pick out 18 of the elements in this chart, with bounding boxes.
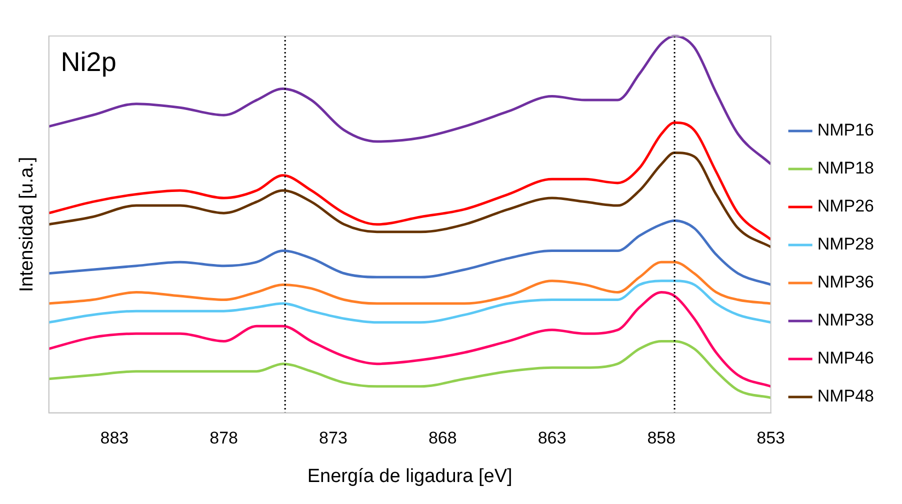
legend-label: NMP18 [817,158,874,178]
x-tick-label: 858 [647,428,676,448]
annotation: Ni2p [60,46,116,77]
x-tick-label: 853 [756,428,785,448]
legend-label: NMP28 [817,234,874,254]
legend-label: NMP46 [817,348,874,368]
legend-label: NMP36 [817,272,874,292]
x-tick-label: 868 [428,428,457,448]
x-tick-label: 878 [210,428,238,448]
legend-label: NMP26 [817,196,874,216]
x-tick-label: 873 [319,428,348,448]
legend-label: NMP48 [817,386,874,406]
x-axis-title: Energía de ligadura [eV] [307,466,512,487]
x-tick-label: 883 [100,428,129,448]
x-tick-label: 863 [538,428,566,448]
legend-label: NMP38 [817,310,874,330]
legend-label: NMP16 [817,120,874,140]
y-axis-title: Intensidad [u.a.] [16,156,38,292]
